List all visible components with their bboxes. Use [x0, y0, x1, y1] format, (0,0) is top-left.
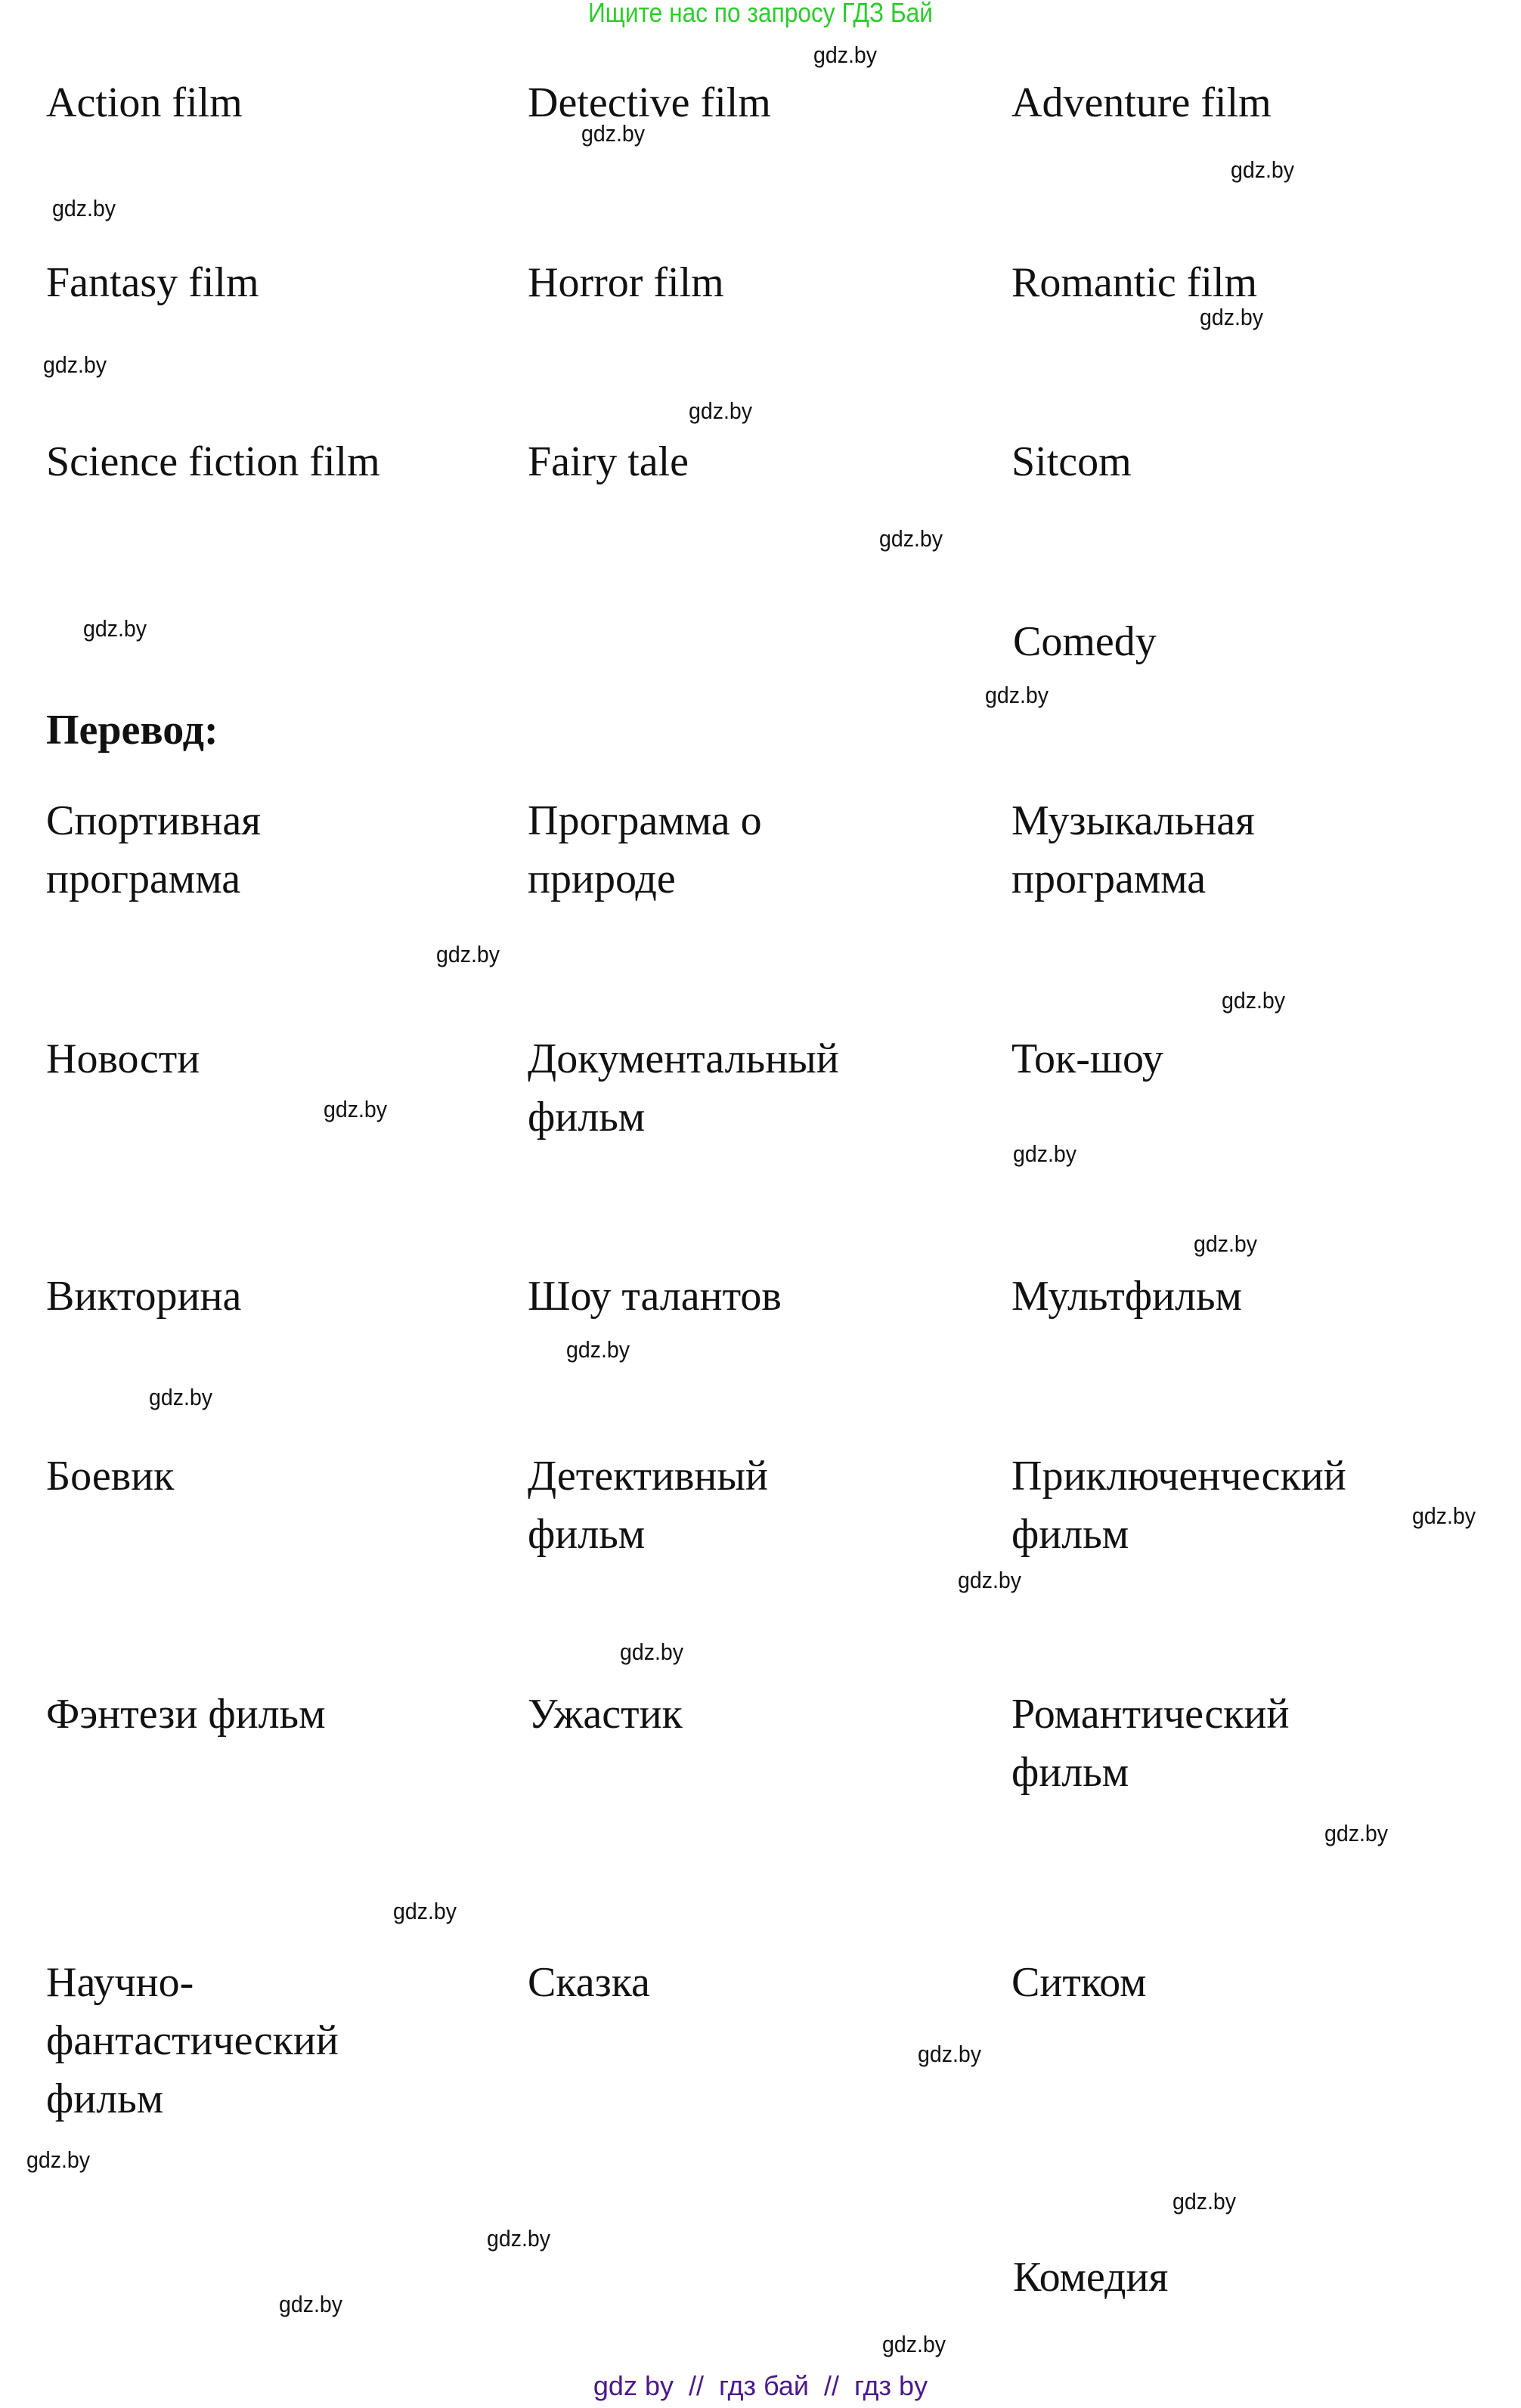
watermark: gdz.by — [487, 2225, 551, 2252]
term: Fairy tale — [528, 438, 689, 485]
term: Science fiction film — [46, 438, 380, 485]
translation: Комедия — [1013, 2254, 1169, 2301]
translation: Боевик — [46, 1453, 175, 1500]
watermark: gdz.by — [1173, 2188, 1237, 2215]
watermark: gdz.by — [813, 42, 878, 68]
watermark: gdz.by — [52, 195, 116, 221]
term: Detective film — [528, 79, 771, 126]
watermark: gdz.by — [918, 2041, 982, 2067]
term: Comedy — [1013, 618, 1157, 665]
term: Fantasy film — [46, 259, 259, 306]
footer-link-gdz-bai[interactable]: гдз бай — [719, 2370, 809, 2401]
term: Action film — [46, 79, 243, 126]
translation-heading: Перевод: — [46, 707, 218, 754]
term: Horror film — [528, 259, 724, 306]
watermark: gdz.by — [1194, 1230, 1258, 1257]
translation: Ток-шоу — [1011, 1035, 1163, 1082]
translation: Научно- фантастический фильм — [46, 1959, 339, 2122]
watermark: gdz.by — [1412, 1503, 1476, 1529]
watermark: gdz.by — [958, 1567, 1022, 1593]
watermark: gdz.by — [1200, 304, 1264, 330]
translation: Спортивная программа — [46, 797, 262, 902]
translation: Программа о природе — [528, 797, 762, 902]
watermark: gdz.by — [581, 120, 646, 147]
watermark: gdz.by — [26, 2146, 91, 2173]
translation: Новости — [46, 1035, 200, 1082]
watermark: gdz.by — [689, 398, 753, 424]
watermark: gdz.by — [324, 1096, 388, 1122]
translation: Детективный фильм — [528, 1453, 768, 1558]
separator: // — [824, 2370, 840, 2401]
translation: Мультфильм — [1011, 1273, 1242, 1320]
translation: Ужастик — [528, 1691, 683, 1738]
translation: Сказка — [528, 1959, 650, 2006]
translation: Фэнтези фильм — [46, 1691, 326, 1738]
watermark: gdz.by — [149, 1384, 213, 1410]
term: Adventure film — [1011, 79, 1272, 126]
translation: Романтический фильм — [1011, 1691, 1290, 1796]
footer-link-gdz-by-cyr[interactable]: гдз by — [854, 2370, 928, 2401]
translation: Ситком — [1011, 1959, 1147, 2006]
watermark: gdz.by — [1231, 156, 1295, 183]
translation: Документальный фильм — [528, 1035, 839, 1141]
watermark: gdz.by — [1222, 987, 1286, 1014]
watermark: gdz.by — [1013, 1141, 1077, 1167]
translation: Приключенческий фильм — [1011, 1453, 1346, 1558]
term: Romantic film — [1011, 259, 1258, 306]
translation: Шоу талантов — [528, 1273, 782, 1320]
footer-links: gdz by // гдз бай // гдз by — [0, 2370, 1521, 2402]
watermark: gdz.by — [879, 525, 943, 552]
footer-link-gdz-by[interactable]: gdz by — [593, 2370, 674, 2401]
watermark: gdz.by — [620, 1639, 684, 1665]
translation: Музыкальная программа — [1011, 797, 1255, 902]
watermark: gdz.by — [393, 1898, 457, 1924]
watermark: gdz.by — [436, 941, 500, 967]
watermark: gdz.by — [1324, 1820, 1389, 1846]
watermark: gdz.by — [83, 615, 147, 642]
watermark: gdz.by — [279, 2291, 343, 2317]
separator: // — [689, 2370, 705, 2401]
watermark: gdz.by — [985, 682, 1049, 708]
term: Sitcom — [1011, 438, 1132, 485]
watermark: gdz.by — [43, 351, 107, 378]
watermark: gdz.by — [566, 1336, 630, 1363]
search-banner: Ищите нас по запросу ГДЗ Бай — [587, 0, 933, 28]
watermark: gdz.by — [882, 2331, 946, 2357]
translation: Викторина — [46, 1273, 242, 1320]
